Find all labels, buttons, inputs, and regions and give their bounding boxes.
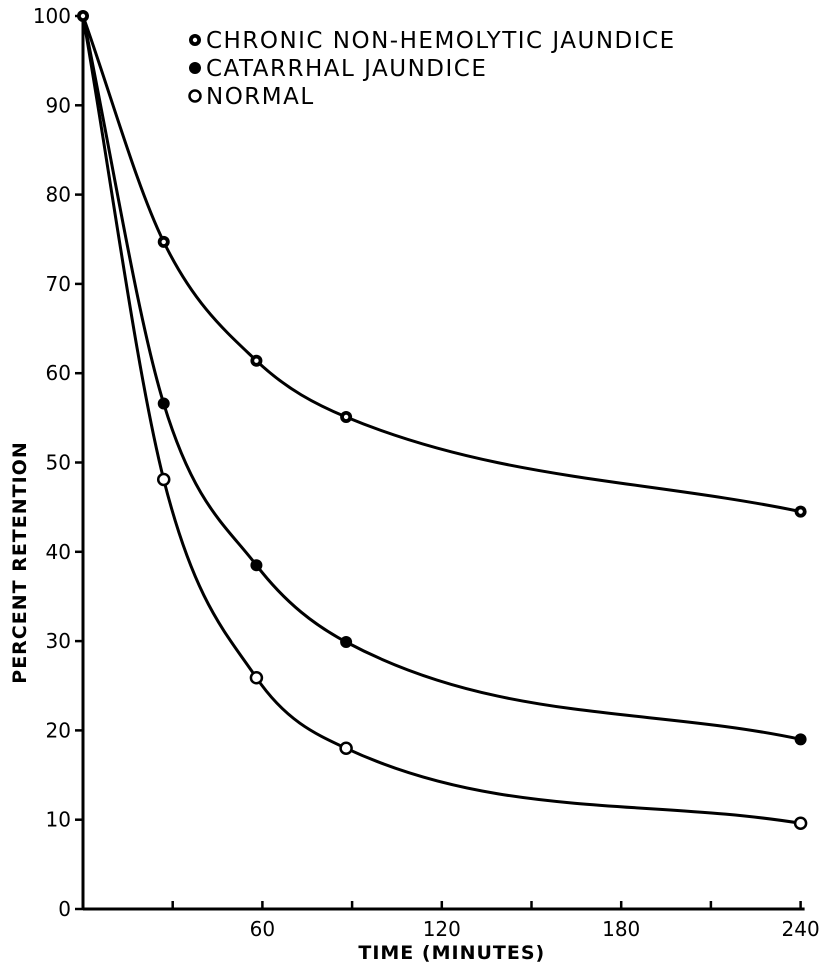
y-tick-label: 70: [46, 272, 71, 296]
x-axis-title: TIME (MINUTES): [358, 942, 545, 963]
legend-entry-label: NORMAL: [206, 84, 315, 110]
data-point: [249, 670, 264, 685]
series-line-1: [81, 15, 801, 741]
data-point: [339, 741, 353, 756]
y-tick-label: 90: [46, 93, 71, 117]
legend-marker: [189, 62, 201, 74]
series-line-2: [81, 15, 801, 825]
data-point: [794, 505, 807, 518]
series-curves: [81, 15, 801, 825]
data-point: [157, 235, 170, 248]
data-point: [156, 472, 171, 487]
y-ticks: 0 10 20 30 40 50 60 70 80 90 100: [33, 4, 83, 921]
y-tick-label: 60: [46, 361, 71, 385]
x-tick-label: 180: [602, 917, 640, 941]
data-point: [77, 10, 89, 22]
y-tick-label: 0: [58, 897, 71, 921]
legend-marker: [189, 34, 201, 46]
x-ticks: 60 120 180 240: [171, 901, 820, 941]
data-point: [340, 635, 353, 648]
data-point: [340, 410, 353, 423]
y-tick-label: 80: [46, 183, 71, 207]
data-point: [157, 397, 170, 410]
data-point: [250, 354, 263, 367]
series-line-0: [81, 15, 801, 514]
y-tick-label: 30: [46, 629, 71, 653]
y-tick-label: 100: [33, 4, 71, 28]
data-point: [250, 559, 263, 572]
legend-marker: [188, 89, 202, 103]
y-tick-label: 10: [46, 808, 71, 832]
legend-entry-label: CHRONIC NON-HEMOLYTIC JAUNDICE: [206, 28, 676, 54]
x-tick-label: 60: [250, 917, 275, 941]
y-tick-label: 50: [46, 451, 71, 475]
y-axis-title: PERCENT RETENTION: [9, 441, 31, 683]
legend: CHRONIC NON-HEMOLYTIC JAUNDICECATARRHAL …: [188, 28, 676, 110]
y-tick-label: 40: [46, 540, 71, 564]
x-tick-label: 120: [423, 917, 461, 941]
axes: 0 10 20 30 40 50 60 70 80 90 100 60 120 180 240: [33, 4, 820, 941]
x-tick-label: 240: [782, 917, 820, 941]
y-tick-label: 20: [46, 718, 71, 742]
series-markers: [77, 10, 808, 831]
legend-entry-label: CATARRHAL JAUNDICE: [206, 56, 487, 82]
data-point: [793, 816, 808, 831]
data-point: [794, 733, 807, 746]
